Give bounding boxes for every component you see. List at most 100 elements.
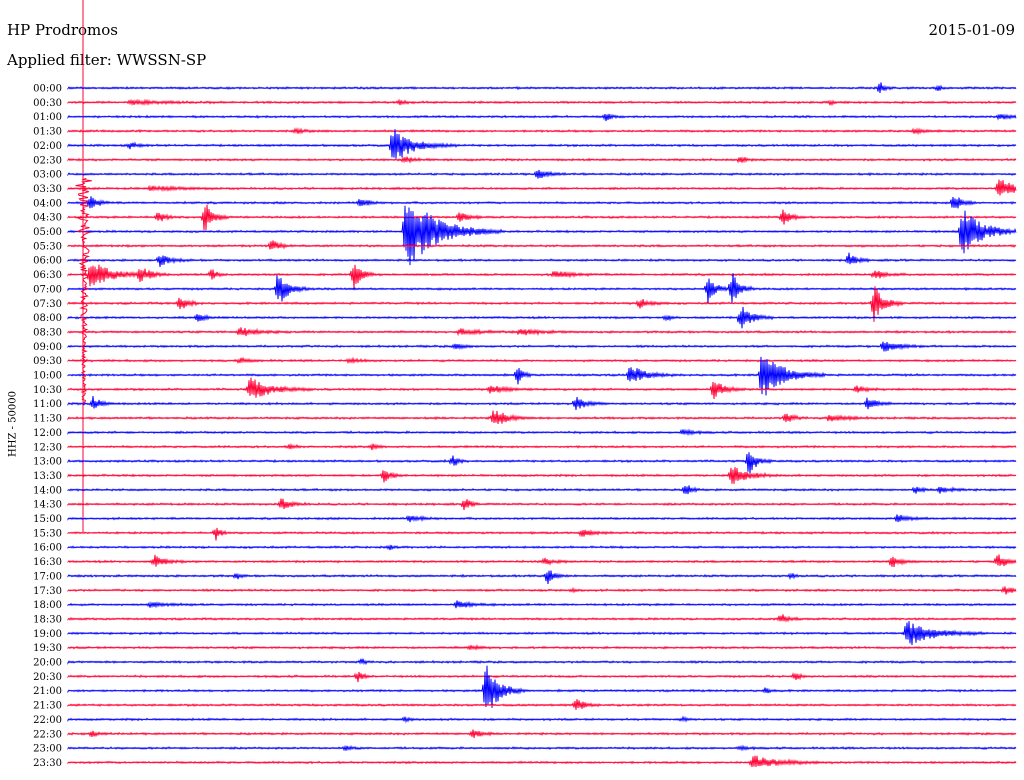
time-tick-label: 09:30 <box>33 356 62 367</box>
time-tick-label: 05:30 <box>33 241 62 252</box>
time-tick-label: 21:30 <box>33 701 62 712</box>
trace-1000 <box>67 356 1017 396</box>
trace-2100 <box>67 665 1017 708</box>
time-tick-label: 22:00 <box>33 715 62 726</box>
time-tick-label: 01:30 <box>33 127 62 138</box>
time-tick-label: 02:30 <box>33 155 62 166</box>
trace-1730 <box>67 586 1017 595</box>
trace-2330 <box>67 755 1017 767</box>
trace-0900 <box>67 341 1017 352</box>
time-tick-label: 04:00 <box>33 198 62 209</box>
trace-0930 <box>67 356 1017 365</box>
trace-1330 <box>67 467 1017 484</box>
time-tick-label: 10:00 <box>33 371 62 382</box>
time-tick-label: 08:30 <box>33 327 62 338</box>
time-tick-label: 13:30 <box>33 471 62 482</box>
trace-1900 <box>67 621 1017 646</box>
trace-2200 <box>67 715 1017 724</box>
time-tick-label: 23:00 <box>33 744 62 755</box>
time-tick-label: 10:30 <box>33 385 62 396</box>
time-tick-label: 06:30 <box>33 270 62 281</box>
trace-1230 <box>67 442 1017 451</box>
trace-0200 <box>67 129 1017 159</box>
time-tick-label: 00:00 <box>33 84 62 95</box>
time-tick-label: 09:00 <box>33 342 62 353</box>
time-tick-label: 18:30 <box>33 614 62 625</box>
filter-label: Applied filter: WWSSN-SP <box>7 51 207 69</box>
time-tick-label: 08:00 <box>33 313 62 324</box>
trace-1530 <box>67 527 1017 541</box>
trace-2300 <box>67 744 1017 752</box>
trace-1700 <box>67 570 1017 585</box>
trace-1930 <box>67 644 1017 651</box>
time-tick-label: 20:30 <box>33 672 62 683</box>
trace-0630 <box>67 264 1017 289</box>
trace-1430 <box>67 498 1017 511</box>
trace-1100 <box>67 395 1017 410</box>
time-tick-label: 12:30 <box>33 442 62 453</box>
record-date: 2015-01-09 <box>928 21 1015 39</box>
trace-2000 <box>67 658 1017 666</box>
time-tick-label: 06:00 <box>33 256 62 267</box>
time-tick-label: 07:30 <box>33 299 62 310</box>
trace-1300 <box>67 452 1017 474</box>
large-event-trace <box>75 177 92 404</box>
time-tick-label: 19:30 <box>33 643 62 654</box>
trace-0700 <box>67 273 1017 304</box>
time-tick-label: 05:00 <box>33 227 62 238</box>
trace-1400 <box>67 485 1017 495</box>
trace-0030 <box>67 98 1017 107</box>
trace-1030 <box>67 377 1017 400</box>
time-tick-label: 23:30 <box>33 758 62 769</box>
trace-1500 <box>67 514 1017 523</box>
trace-0230 <box>67 156 1017 164</box>
time-tick-label: 11:30 <box>33 414 62 425</box>
time-tick-label: 04:30 <box>33 213 62 224</box>
trace-1800 <box>67 600 1017 609</box>
trace-1130 <box>67 410 1017 424</box>
trace-0600 <box>67 252 1017 267</box>
time-tick-label: 03:00 <box>33 170 62 181</box>
time-tick-label: 15:00 <box>33 514 62 525</box>
time-tick-label: 21:00 <box>33 686 62 697</box>
time-tick-label: 01:00 <box>33 112 62 123</box>
time-tick-label: 14:00 <box>33 485 62 496</box>
time-tick-label: 22:30 <box>33 729 62 740</box>
time-tick-label: 11:00 <box>33 399 62 410</box>
trace-0330 <box>67 179 1017 196</box>
time-tick-label: 17:00 <box>33 571 62 582</box>
time-tick-label: 14:30 <box>33 500 62 511</box>
trace-0500 <box>67 205 1017 266</box>
time-tick-label: 12:00 <box>33 428 62 439</box>
trace-2230 <box>67 729 1017 739</box>
station-title: HP Prodromos <box>7 21 118 39</box>
trace-0830 <box>67 327 1017 337</box>
time-tick-label: 03:30 <box>33 184 62 195</box>
time-tick-label: 19:00 <box>33 629 62 640</box>
time-tick-label: 16:30 <box>33 557 62 568</box>
time-tick-label: 15:30 <box>33 528 62 539</box>
trace-0730 <box>67 286 1017 322</box>
trace-1830 <box>67 614 1017 623</box>
time-tick-label: 20:00 <box>33 658 62 669</box>
trace-1200 <box>67 428 1017 437</box>
trace-2130 <box>67 699 1017 710</box>
time-tick-label: 02:00 <box>33 141 62 152</box>
trace-1600 <box>67 544 1017 551</box>
trace-0300 <box>67 169 1017 179</box>
time-tick-label: 13:00 <box>33 457 62 468</box>
time-tick-label: 17:30 <box>33 586 62 597</box>
trace-2030 <box>67 671 1017 683</box>
trace-0530 <box>67 240 1017 250</box>
trace-0400 <box>67 196 1017 209</box>
time-tick-label: 00:30 <box>33 98 62 109</box>
trace-0130 <box>67 127 1017 136</box>
trace-0100 <box>67 113 1017 122</box>
time-tick-label: 07:00 <box>33 284 62 295</box>
time-tick-label: 18:00 <box>33 600 62 611</box>
trace-1630 <box>67 554 1017 567</box>
trace-0800 <box>67 306 1017 329</box>
trace-0430 <box>67 204 1017 231</box>
time-tick-label: 16:00 <box>33 543 62 554</box>
